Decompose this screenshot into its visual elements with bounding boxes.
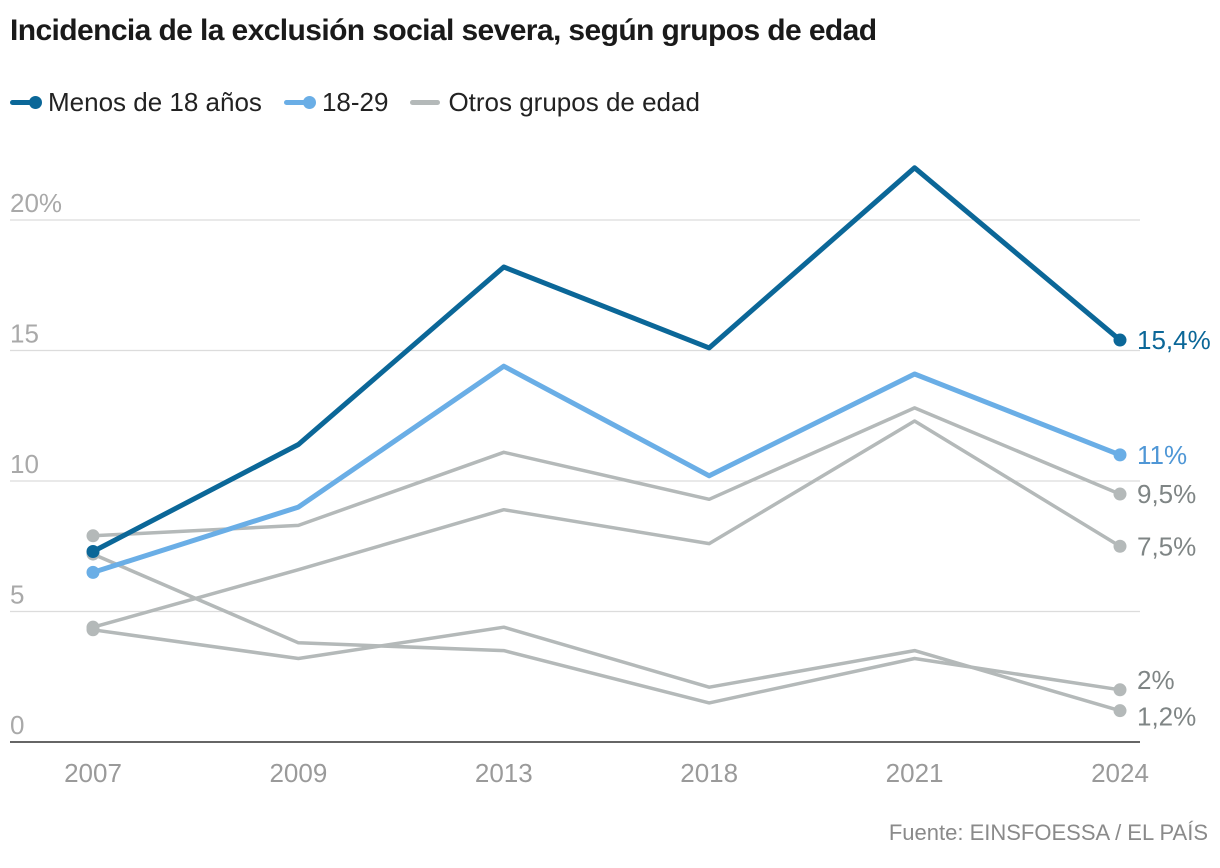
series-start-point-0 (86, 529, 100, 543)
series-line-3 (91, 625, 1122, 713)
legend-dot-menos-18 (29, 95, 42, 109)
series-end-point-4 (1113, 448, 1127, 462)
series-line-1 (91, 419, 1122, 629)
chart-title: Incidencia de la exclusión social severa… (10, 14, 877, 47)
legend-label-menos-18: Menos de 18 años (48, 86, 262, 117)
x-tick-label-2024: 2024 (1091, 758, 1149, 788)
series-line-0 (91, 406, 1122, 538)
source-credit: Fuente: EINSFOESSA / EL PAÍS (888, 820, 1208, 845)
series-start-point-3 (86, 623, 100, 637)
y-tick-label-10: 10 (10, 449, 39, 479)
series-end-point-5 (1113, 333, 1127, 347)
x-tick-label-2021: 2021 (886, 758, 944, 788)
y-tick-label-5: 5 (10, 580, 24, 610)
series-end-label-0: 9,5% (1137, 479, 1196, 509)
series-end-point-2 (1113, 683, 1127, 697)
legend: Menos de 18 años 18-29 Otros grupos de e… (10, 82, 722, 122)
x-tick-label-2007: 2007 (64, 758, 122, 788)
series-line-4 (90, 363, 1123, 575)
legend-item-18-29: 18-29 (283, 86, 389, 118)
series-end-label-1: 7,5% (1137, 531, 1196, 561)
y-tick-label-20: 20% (10, 188, 62, 218)
legend-item-otros: Otros grupos de edad (410, 87, 700, 118)
series-end-point-3 (1113, 704, 1127, 718)
y-tick-label-0: 0 (10, 710, 24, 740)
series-line-5 (90, 165, 1123, 554)
legend-label-18-29: 18-29 (321, 86, 389, 117)
series-end-point-0 (1113, 487, 1127, 501)
x-tick-label-2018: 2018 (680, 758, 738, 788)
series-line-2 (91, 552, 1122, 705)
legend-dot-18-29 (302, 95, 316, 109)
x-tick-label-2013: 2013 (475, 758, 533, 788)
legend-swatch-otros (410, 99, 441, 105)
series-start-point-4 (86, 565, 100, 579)
series-end-label-4: 11% (1137, 440, 1187, 470)
legend-label-otros: Otros grupos de edad (448, 86, 700, 117)
series-start-point-5 (86, 544, 100, 558)
series-end-label-3: 1,2% (1137, 702, 1196, 732)
series-end-point-1 (1113, 539, 1127, 553)
x-tick-label-2009: 2009 (269, 758, 327, 788)
y-tick-label-15: 15 (10, 319, 39, 349)
legend-swatch-menos-18 (10, 95, 42, 109)
legend-swatch-18-29 (283, 95, 316, 109)
legend-item-menos-18: Menos de 18 años (10, 87, 262, 118)
series-end-label-5: 15,4% (1137, 325, 1211, 355)
series-end-label-2: 2% (1137, 665, 1175, 695)
